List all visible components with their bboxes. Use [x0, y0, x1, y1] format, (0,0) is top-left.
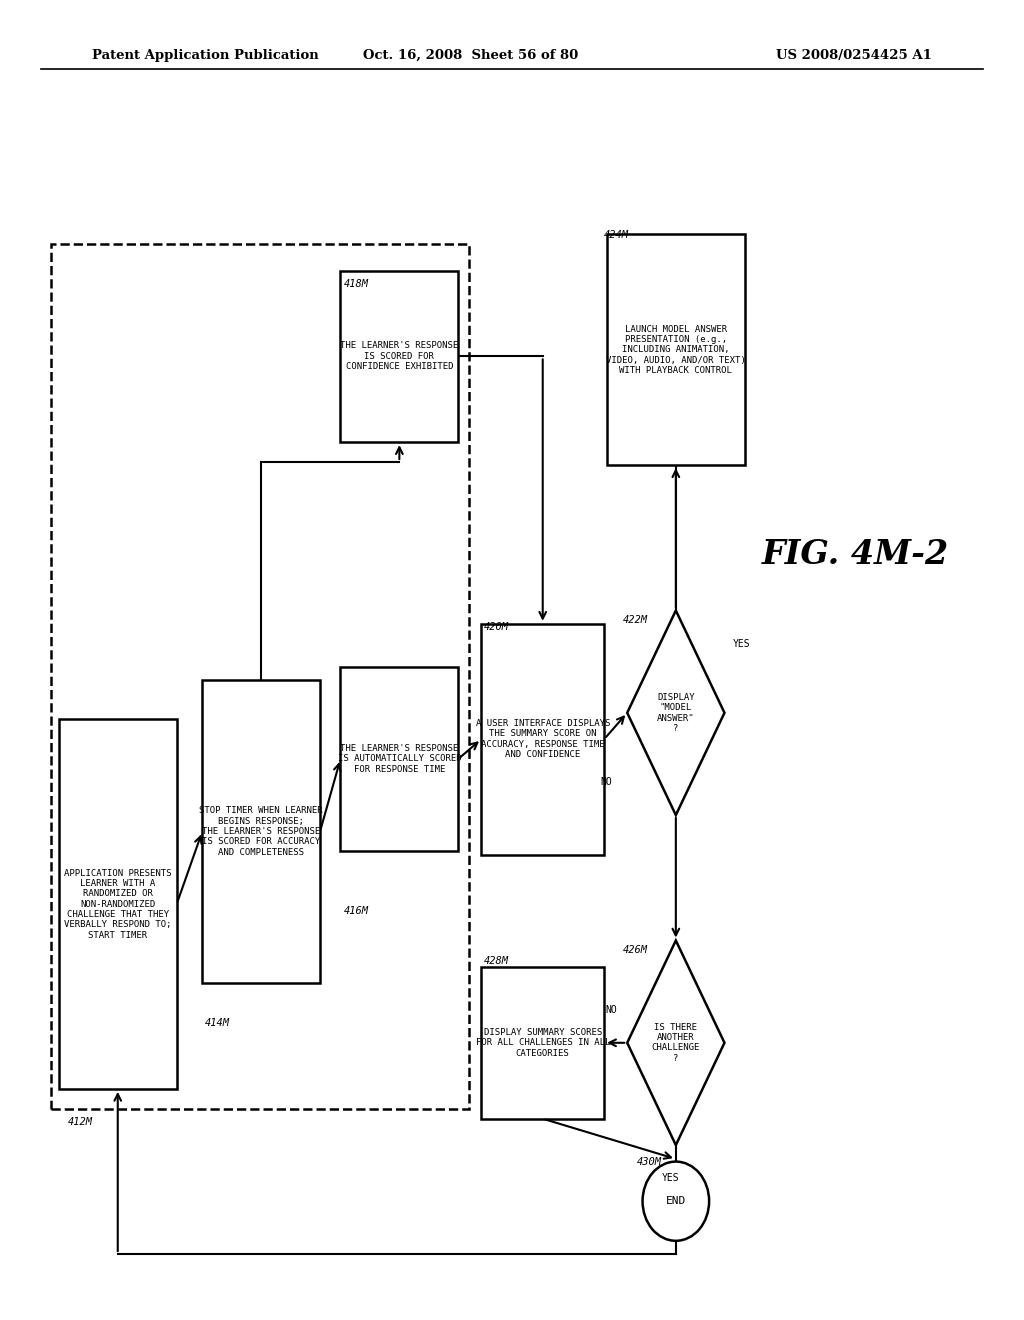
FancyBboxPatch shape — [203, 680, 319, 983]
Text: Oct. 16, 2008  Sheet 56 of 80: Oct. 16, 2008 Sheet 56 of 80 — [364, 49, 579, 62]
Text: 414M: 414M — [205, 1018, 229, 1028]
Ellipse shape — [643, 1162, 709, 1241]
Text: DISPLAY
"MODEL
ANSWER"
?: DISPLAY "MODEL ANSWER" ? — [657, 693, 694, 733]
Text: 424M: 424M — [604, 230, 629, 240]
Text: Patent Application Publication: Patent Application Publication — [92, 49, 318, 62]
Text: 418M: 418M — [344, 279, 369, 289]
Polygon shape — [627, 940, 725, 1146]
Polygon shape — [627, 610, 725, 816]
FancyBboxPatch shape — [606, 235, 745, 466]
Text: 426M: 426M — [623, 945, 647, 956]
Text: YES: YES — [662, 1173, 680, 1183]
Text: THE LEARNER'S RESPONSE
IS AUTOMATICALLY SCORED
FOR RESPONSE TIME: THE LEARNER'S RESPONSE IS AUTOMATICALLY … — [338, 744, 461, 774]
Text: NO: NO — [600, 777, 612, 787]
FancyBboxPatch shape — [481, 624, 604, 855]
Text: 420M: 420M — [484, 622, 509, 632]
Text: 412M: 412M — [68, 1117, 92, 1127]
Text: US 2008/0254425 A1: US 2008/0254425 A1 — [776, 49, 932, 62]
Text: FIG. 4M-2: FIG. 4M-2 — [762, 537, 948, 570]
FancyBboxPatch shape — [340, 271, 459, 442]
Text: NO: NO — [605, 1005, 616, 1015]
Text: 422M: 422M — [623, 615, 647, 626]
Text: 428M: 428M — [484, 956, 509, 966]
Text: LAUNCH MODEL ANSWER
PRESENTATION (e.g.,
INCLUDING ANIMATION,
VIDEO, AUDIO, AND/O: LAUNCH MODEL ANSWER PRESENTATION (e.g., … — [606, 325, 745, 375]
Text: END: END — [666, 1196, 686, 1206]
Text: DISPLAY SUMMARY SCORES
FOR ALL CHALLENGES IN ALL
CATEGORIES: DISPLAY SUMMARY SCORES FOR ALL CHALLENGE… — [475, 1028, 610, 1057]
FancyBboxPatch shape — [340, 667, 459, 851]
Text: 430M: 430M — [637, 1156, 662, 1167]
FancyBboxPatch shape — [59, 719, 177, 1089]
Text: APPLICATION PRESENTS
LEARNER WITH A
RANDOMIZED OR
NON-RANDOMIZED
CHALLENGE THAT : APPLICATION PRESENTS LEARNER WITH A RAND… — [65, 869, 171, 940]
Text: STOP TIMER WHEN LEARNER
BEGINS RESPONSE;
THE LEARNER'S RESPONSE
IS SCORED FOR AC: STOP TIMER WHEN LEARNER BEGINS RESPONSE;… — [200, 807, 323, 857]
Text: IS THERE
ANOTHER
CHALLENGE
?: IS THERE ANOTHER CHALLENGE ? — [651, 1023, 700, 1063]
Text: A USER INTERFACE DISPLAYS
THE SUMMARY SCORE ON
ACCURACY, RESPONSE TIME
AND CONFI: A USER INTERFACE DISPLAYS THE SUMMARY SC… — [475, 719, 610, 759]
Text: THE LEARNER'S RESPONSE
IS SCORED FOR
CONFIDENCE EXHIBITED: THE LEARNER'S RESPONSE IS SCORED FOR CON… — [340, 342, 459, 371]
Text: 416M: 416M — [344, 906, 369, 916]
Text: YES: YES — [733, 639, 751, 648]
FancyBboxPatch shape — [481, 966, 604, 1119]
